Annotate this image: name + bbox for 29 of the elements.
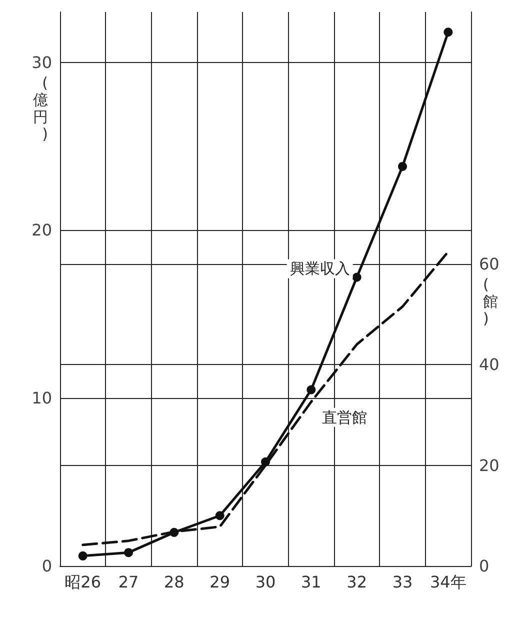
x-tick-label: 昭26 [64,572,102,592]
series-label: 興業収入 [290,260,350,278]
y2-tick-label: 20 [479,456,500,475]
x-tick-label: 32 [346,572,368,592]
point [215,511,224,520]
point [78,551,88,560]
y-tick-label: 10 [32,388,52,408]
y-tick-label: 0 [42,556,52,576]
y2-tick-label: 60 [479,254,500,274]
y-tick-label: 20 [32,220,52,240]
point [352,272,362,282]
series-label: 直営館 [322,408,368,426]
point [124,548,133,558]
x-tick-label: 31 [300,572,322,592]
x-tick-label: 29 [210,572,230,592]
x-tick-label: 34年 [430,572,466,592]
x-tick-label: 27 [118,572,139,592]
point [444,28,453,37]
y2-axis-title: (館) [483,275,498,328]
x-tick-label: 28 [164,572,184,592]
point [261,457,270,466]
y2-tick-label: 40 [479,355,500,374]
y-tick-label: 30 [32,52,52,72]
x-tick-label: 33 [392,572,413,592]
y-axis-title: (億円) [33,74,48,143]
x-tick-label: 30 [255,572,276,592]
y2-tick-label: 0 [479,556,490,576]
point [398,162,407,171]
point [306,385,316,394]
